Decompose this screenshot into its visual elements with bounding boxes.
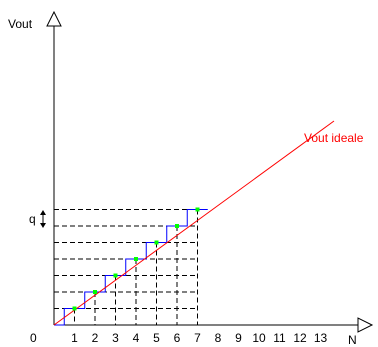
x-tick-2: 2 [92, 331, 99, 345]
y-axis-arrow [46, 10, 62, 27]
x-tick-7: 7 [194, 331, 201, 345]
sample-point-4 [134, 257, 138, 261]
x-tick-5: 5 [153, 331, 160, 345]
x-axis-arrow [357, 317, 374, 333]
x-tick-10: 10 [252, 331, 266, 345]
x-tick-6: 6 [174, 331, 181, 345]
step-label: q [29, 212, 36, 226]
x-tick-4: 4 [133, 331, 140, 345]
x-tick-9: 9 [235, 331, 242, 345]
ideal-output-line [53, 120, 335, 326]
x-tick-13: 13 [314, 331, 328, 345]
x-tick-labels: 1 2 3 4 5 6 7 8 9 10 11 12 13 [71, 331, 327, 345]
x-tick-12: 12 [293, 331, 307, 345]
step-marker-up-arrow [40, 210, 46, 215]
sample-points [72, 207, 200, 311]
ideal-line-label: Vout ideale [304, 131, 364, 145]
x-tick-11: 11 [273, 331, 286, 345]
x-tick-1: 1 [71, 331, 78, 345]
step-marker-down-arrow [40, 223, 46, 228]
sample-point-2 [93, 290, 97, 294]
x-axis-label: N [348, 333, 357, 347]
x-tick-8: 8 [215, 331, 222, 345]
sample-point-5 [154, 240, 159, 245]
dashed-guides [54, 209, 198, 325]
sample-point-7 [195, 207, 200, 212]
y-axis-label: Vout [8, 17, 33, 31]
x-tick-3: 3 [112, 331, 119, 345]
sample-point-6 [175, 224, 179, 228]
sample-point-1 [72, 306, 77, 311]
origin-label: 0 [30, 331, 37, 345]
sample-point-3 [113, 273, 118, 278]
